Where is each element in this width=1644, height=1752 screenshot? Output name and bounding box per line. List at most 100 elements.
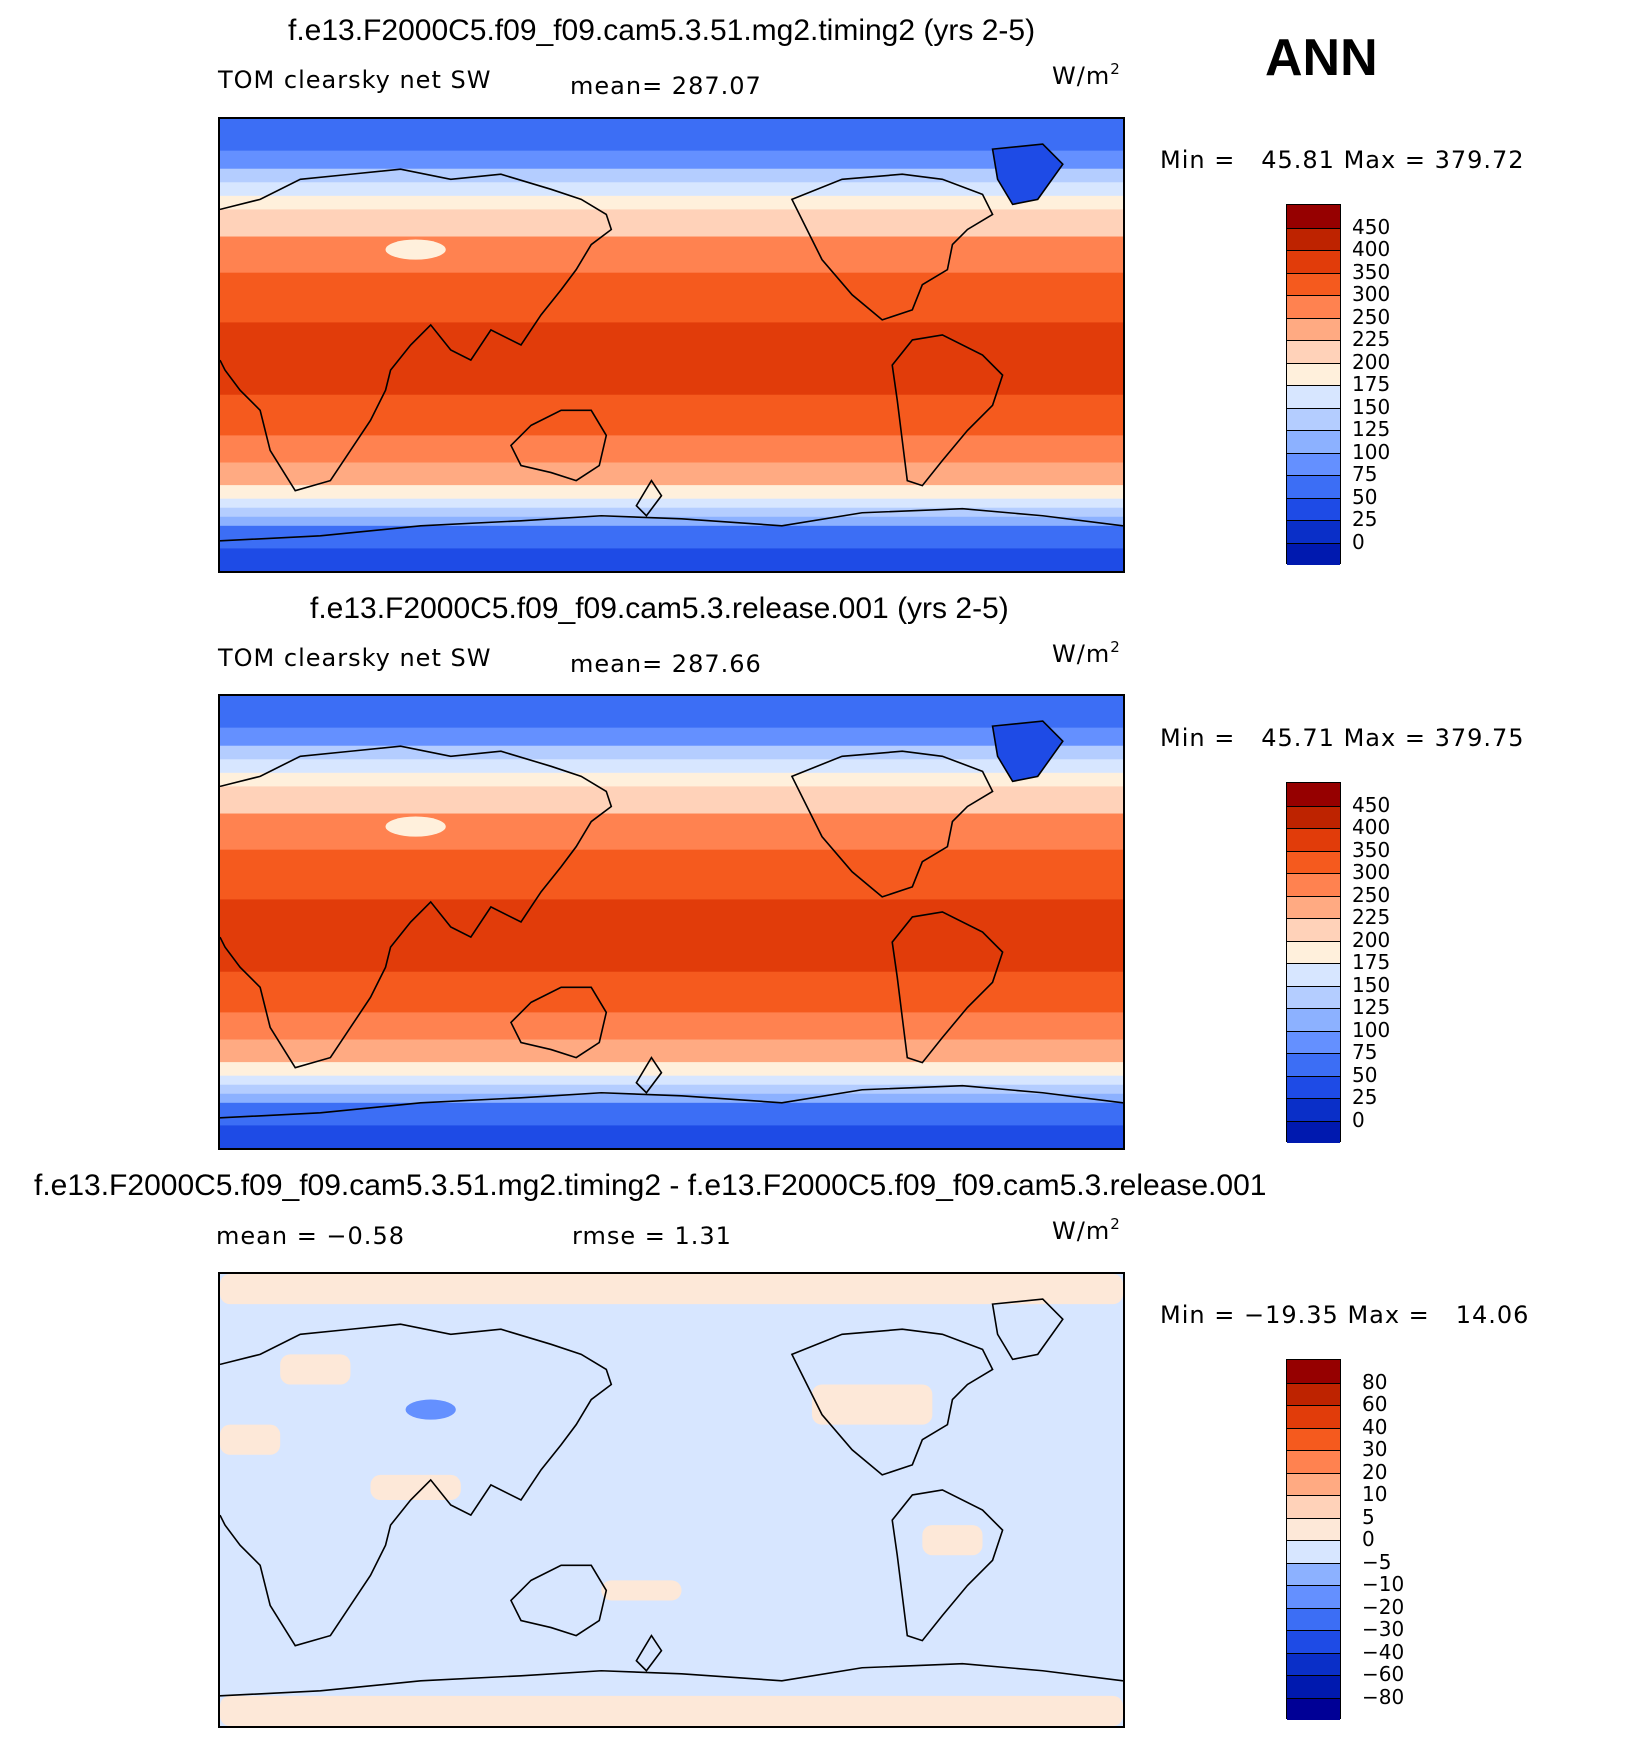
zonal-band [220, 182, 1123, 197]
colorbar-box [1287, 828, 1340, 851]
panel-1-map [218, 117, 1125, 573]
colorbar-box [1287, 1495, 1340, 1518]
colorbar-box [1287, 805, 1340, 828]
zonal-band [220, 1102, 1123, 1127]
colorbar-tick-label: 100 [1352, 1017, 1391, 1042]
positive-anomaly [220, 1274, 1123, 1305]
colorbar-box [1287, 873, 1340, 896]
colorbar-tick-label: 300 [1352, 860, 1391, 884]
coastline [991, 720, 1064, 783]
panel-3-mean-label: mean = −0.58 [216, 1222, 405, 1250]
colorbar-box [1287, 497, 1340, 520]
tibet-patch [385, 239, 446, 260]
colorbar-tick-label: −5 [1362, 1549, 1392, 1574]
colorbar-tick-label: 75 [1352, 462, 1378, 486]
panel-3-rmse-label: rmse = 1.31 [572, 1222, 732, 1250]
panel-1-min-max: Min = 45.81 Max = 379.72 [1160, 146, 1525, 174]
colorbar-box [1287, 850, 1340, 873]
colorbar-box [1287, 407, 1340, 430]
coastline [220, 1084, 1123, 1119]
colorbar-tick-label: 200 [1352, 927, 1391, 952]
colorbar-tick-label: −20 [1362, 1594, 1405, 1619]
colorbar-tick-label: 0 [1362, 1527, 1375, 1551]
panel-2-min-max: Min = 45.71 Max = 379.75 [1160, 724, 1525, 752]
panel-3-title: f.e13.F2000C5.f09_f09.cam5.3.51.mg2.timi… [34, 1169, 1267, 1202]
zonal-band [220, 727, 1123, 747]
zonal-band [220, 786, 1123, 815]
colorbar-box [1287, 1450, 1340, 1473]
colorbar-tick-label: −80 [1362, 1684, 1405, 1709]
colorbar-box [1287, 1607, 1340, 1630]
coastline [509, 409, 608, 482]
map-canvas [220, 119, 1123, 571]
greenland-low [992, 144, 1063, 205]
panel-1-variable-label: TOM clearsky net SW [218, 66, 492, 94]
colorbar-tick-label: 350 [1352, 259, 1391, 284]
zonal-band [220, 1093, 1123, 1104]
zonal-band [220, 119, 1123, 152]
zonal-band [220, 507, 1123, 518]
zonal-band [220, 150, 1123, 170]
map-canvas [220, 696, 1123, 1148]
zonal-band [220, 1012, 1123, 1041]
colorbar-tick-label: 450 [1352, 792, 1391, 817]
greenland-low [992, 721, 1063, 782]
colorbar-box [1287, 985, 1340, 1008]
colorbar-box [1287, 205, 1340, 228]
colorbar-tick-label: 60 [1362, 1392, 1388, 1416]
colorbar-tick-label: 400 [1352, 815, 1391, 839]
colorbar-tick-label: 400 [1352, 237, 1391, 261]
colorbar-tick-label: −60 [1362, 1662, 1405, 1686]
panel-2-mean-label: mean= 287.66 [570, 650, 762, 678]
colorbar-box [1287, 340, 1340, 363]
coastline [891, 334, 1004, 487]
zonal-band [220, 322, 1123, 396]
colorbar-box [1287, 452, 1340, 475]
colorbar-tick-label: 40 [1362, 1414, 1388, 1439]
colorbar-tick-label: 300 [1352, 282, 1391, 306]
colorbar-box [1287, 1075, 1340, 1098]
colorbar-tick-label: 125 [1352, 995, 1391, 1019]
zonal-band [220, 772, 1123, 788]
positive-anomaly [370, 1474, 461, 1500]
coastline [891, 911, 1004, 1064]
panel-1-title: f.e13.F2000C5.f09_f09.cam5.3.51.mg2.timi… [288, 14, 1036, 47]
zonal-band [220, 1075, 1123, 1086]
colorbar-tick-label: 125 [1352, 417, 1391, 441]
colorbar-box [1287, 1675, 1340, 1698]
colorbar-box [1287, 1652, 1340, 1675]
coastline [635, 1634, 663, 1672]
positive-anomaly [280, 1354, 351, 1385]
diff-background [220, 1274, 1123, 1726]
colorbar-box [1287, 227, 1340, 250]
colorbar-box [1287, 783, 1340, 806]
zonal-band [220, 899, 1123, 973]
colorbar-box [1287, 542, 1340, 565]
panel-2-variable-label: TOM clearsky net SW [218, 644, 492, 672]
zonal-band [220, 1084, 1123, 1095]
zonal-band [220, 394, 1123, 437]
colorbar-box [1287, 1472, 1340, 1495]
colorbar-tick-label: 75 [1352, 1040, 1378, 1064]
colorbar-box [1287, 385, 1340, 408]
coastline [790, 750, 994, 898]
colorbar-box [1287, 940, 1340, 963]
coastline [991, 1298, 1064, 1361]
panel-1-colorbar [1286, 204, 1341, 565]
colorbar-box [1287, 1030, 1340, 1053]
zonal-band [220, 168, 1123, 184]
panel-1-mean-label: mean= 287.07 [570, 72, 762, 100]
coastline [790, 173, 994, 321]
colorbar-tick-label: 450 [1352, 214, 1391, 239]
panel-3-map [218, 1272, 1125, 1728]
zonal-band [220, 516, 1123, 527]
zonal-band [220, 849, 1123, 901]
panel-2-units: W/m2 [1052, 638, 1121, 668]
colorbar-tick-label: 225 [1352, 327, 1391, 351]
colorbar-box [1287, 1053, 1340, 1076]
panel-3-colorbar [1286, 1359, 1341, 1720]
colorbar-tick-label: 250 [1352, 304, 1391, 329]
colorbar-tick-label: −30 [1362, 1617, 1405, 1641]
colorbar-box [1287, 1630, 1340, 1653]
colorbar-tick-label: 150 [1352, 972, 1391, 997]
